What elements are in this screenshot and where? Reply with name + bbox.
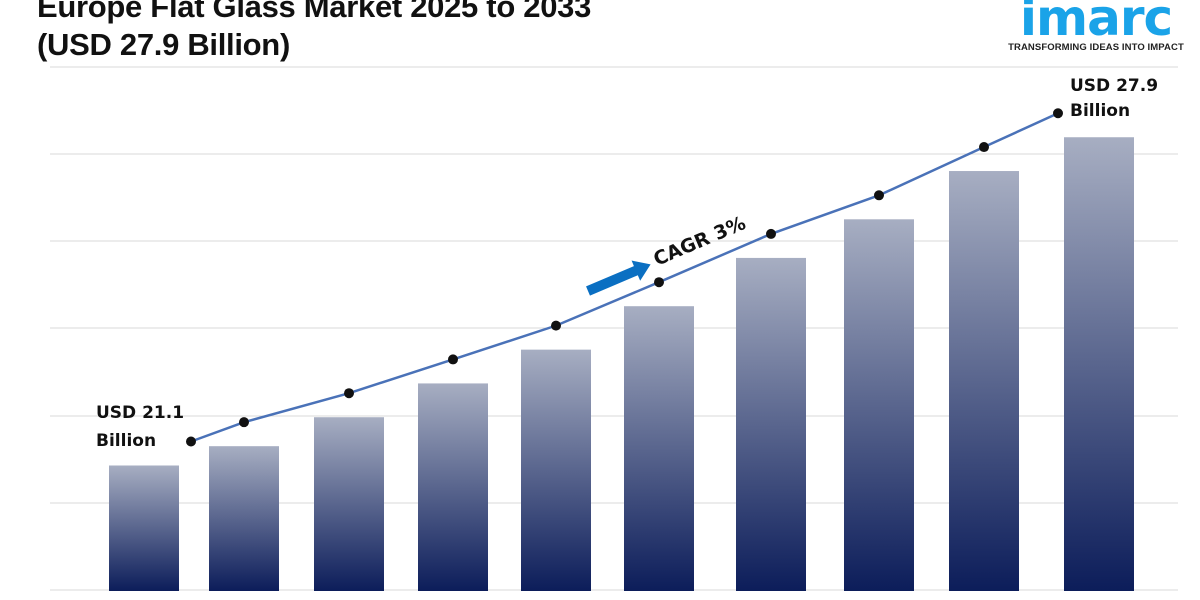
chart-title: Europe Flat Glass Market 2025 to 2033 (U… [37,0,591,64]
bar [109,465,179,591]
bar [314,417,384,591]
bar [521,349,591,591]
start-value-label-2: Billion [96,431,156,451]
cagr-arrow-icon [586,260,651,296]
imarc-logo: imarc TRANSFORMING IDEAS INTO IMPACT [996,0,1196,53]
bar [1064,137,1134,591]
trend-point [551,320,561,331]
trend-point [979,142,989,153]
bar [418,383,488,591]
trend-point [1053,108,1063,119]
trend-point [766,228,776,239]
bar [949,171,1019,591]
trend-line [190,112,1059,443]
logo-tagline: TRANSFORMING IDEAS INTO IMPACT [1008,42,1184,53]
bar [209,446,279,591]
trend-point [239,417,249,428]
trend-point [654,277,664,288]
start-value-label-1: USD 21.1 [96,403,184,423]
title-line-1: Europe Flat Glass Market 2025 to 2033 [37,0,592,24]
trend-point [874,190,884,201]
end-value-label-1: USD 27.9 [1070,76,1158,96]
bar [844,219,914,592]
logo-word: imarc [1019,0,1173,47]
trend-point [448,354,458,365]
title-line-2: (USD 27.9 Billion) [37,27,290,62]
end-value-label-2: Billion [1070,101,1130,121]
trend-point [186,436,196,447]
bar [624,306,694,591]
trend-point [344,388,354,399]
bar [736,257,806,591]
